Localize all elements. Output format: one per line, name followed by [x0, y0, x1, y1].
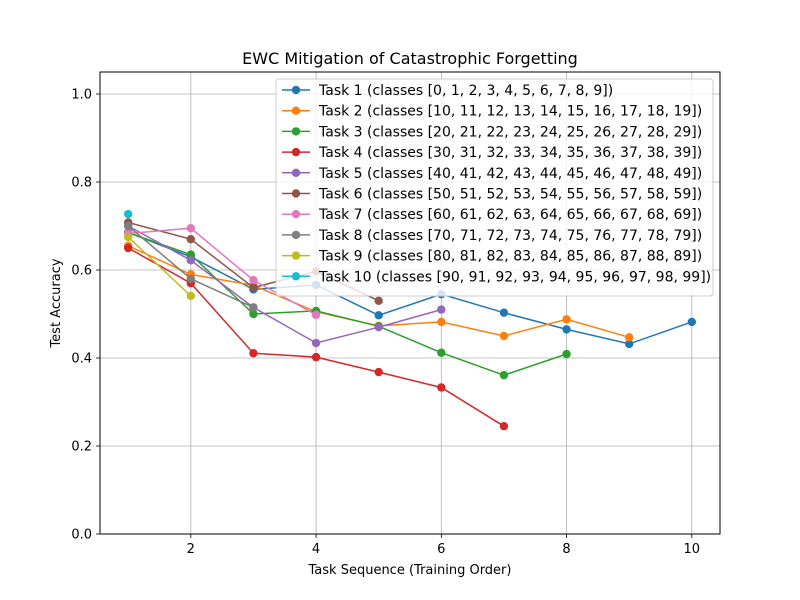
- data-point: [499, 370, 509, 380]
- data-point: [374, 323, 383, 332]
- data-point: [249, 303, 258, 312]
- series-8: [123, 221, 258, 312]
- legend-label: Task 1 (classes [0, 1, 2, 3, 4, 5, 6, 7,…: [318, 83, 613, 99]
- data-point: [123, 221, 133, 231]
- legend: Task 1 (classes [0, 1, 2, 3, 4, 5, 6, 7,…: [275, 78, 714, 297]
- data-point: [311, 310, 321, 320]
- y-axis-label: Test Accuracy: [49, 258, 64, 348]
- legend-marker: [291, 168, 301, 177]
- data-point: [249, 275, 258, 285]
- plot-frame: [99, 71, 721, 535]
- series-9: [123, 232, 196, 301]
- legend-marker: [291, 85, 301, 95]
- legend-item: Task 9 (classes [80, 81, 82, 83, 84, 85,…: [282, 249, 702, 265]
- data-point: [249, 283, 258, 292]
- data-point: [186, 256, 196, 265]
- y-tick-label: 0.6: [71, 264, 92, 279]
- data-point: [624, 333, 634, 342]
- data-point: [311, 352, 321, 362]
- series-10: [123, 209, 133, 219]
- legend-box: [275, 78, 714, 297]
- x-tick-label: 4: [312, 542, 320, 557]
- data-point: [186, 224, 196, 233]
- x-axis-label: Task Sequence (Training Order): [308, 563, 512, 578]
- legend-item: Task 6 (classes [50, 51, 52, 53, 54, 55,…: [282, 187, 702, 203]
- series-line: [128, 227, 317, 316]
- y-tick-label: 0.8: [71, 176, 92, 191]
- legend-label: Task 6 (classes [50, 51, 52, 53, 54, 55,…: [318, 187, 702, 203]
- data-point: [562, 315, 571, 324]
- legend-marker: [291, 210, 301, 219]
- x-tick-label: 2: [187, 542, 195, 557]
- data-point: [499, 422, 509, 431]
- data-point: [249, 309, 258, 319]
- legend-marker: [291, 189, 301, 198]
- legend-label: Task 10 (classes [90, 91, 92, 93, 94, 95…: [318, 269, 711, 285]
- data-point: [437, 317, 446, 327]
- legend-item: Task 8 (classes [70, 71, 72, 73, 74, 75,…: [282, 228, 702, 244]
- legend-item: Task 1 (classes [0, 1, 2, 3, 4, 5, 6, 7,…: [282, 83, 613, 99]
- data-point: [374, 311, 383, 320]
- legend-marker: [291, 251, 301, 260]
- data-point: [687, 317, 697, 327]
- legend-marker: [291, 106, 301, 115]
- legend-item: Task 7 (classes [60, 61, 62, 63, 64, 65,…: [282, 207, 702, 223]
- legend-item: Task 3 (classes [20, 21, 22, 23, 24, 25,…: [282, 124, 702, 140]
- legend-label: Task 5 (classes [40, 41, 42, 43, 44, 45,…: [318, 166, 702, 182]
- data-point: [499, 331, 509, 341]
- x-tick-label: 6: [437, 542, 445, 557]
- series-line: [127, 236, 192, 297]
- data-point: [123, 232, 133, 242]
- legend-marker: [291, 230, 301, 240]
- y-tick-label: 0.0: [71, 528, 92, 543]
- legend-item: Task 10 (classes [90, 91, 92, 93, 94, 95…: [282, 269, 711, 285]
- legend-marker: [291, 127, 301, 136]
- data-point: [374, 367, 383, 377]
- ticks: 2 4 6 8 10 0.0 0.2 0.4 0.6 0.8 1.0: [71, 88, 700, 558]
- legend-label: Task 3 (classes [20, 21, 22, 23, 24, 25,…: [318, 124, 702, 140]
- legend-item: Task 4 (classes [30, 31, 32, 33, 34, 35,…: [282, 145, 702, 161]
- data-point: [624, 339, 634, 349]
- series-layer: [123, 209, 697, 431]
- y-tick-label: 1.0: [71, 88, 92, 103]
- y-tick-label: 0.4: [71, 352, 92, 367]
- data-point: [437, 383, 446, 392]
- data-point: [186, 235, 196, 244]
- data-point: [186, 274, 196, 283]
- legend-marker: [291, 147, 301, 157]
- data-point: [311, 338, 321, 348]
- legend-marker: [291, 272, 301, 281]
- x-tick-label: 10: [684, 542, 701, 557]
- legend-label: Task 8 (classes [70, 71, 72, 73, 74, 75,…: [318, 228, 702, 244]
- y-tick-label: 0.2: [71, 440, 92, 455]
- legend-item: Task 5 (classes [40, 41, 42, 43, 44, 45,…: [282, 166, 702, 182]
- data-point: [123, 243, 133, 253]
- series-line: [127, 231, 567, 376]
- chart-title: EWC Mitigation of Catastrophic Forgettin…: [242, 49, 578, 68]
- legend-label: Task 7 (classes [60, 61, 62, 63, 64, 65,…: [318, 207, 702, 223]
- series-line: [127, 231, 693, 345]
- data-point: [437, 348, 446, 357]
- legend-item: Task 2 (classes [10, 11, 12, 13, 14, 15,…: [282, 104, 702, 120]
- data-point: [562, 349, 571, 359]
- data-point: [123, 209, 133, 219]
- legend-label: Task 4 (classes [30, 31, 32, 33, 34, 35,…: [318, 145, 702, 161]
- series-line: [127, 225, 442, 344]
- data-point: [499, 308, 509, 317]
- series-4: [123, 243, 509, 431]
- x-tick-label: 8: [562, 542, 570, 557]
- data-point: [437, 305, 446, 314]
- data-point: [186, 291, 196, 301]
- legend-label: Task 9 (classes [80, 81, 82, 83, 84, 85,…: [318, 249, 702, 265]
- data-point: [374, 296, 383, 305]
- data-point: [249, 348, 258, 358]
- legend-label: Task 2 (classes [10, 11, 12, 13, 14, 15,…: [318, 104, 702, 120]
- data-point: [562, 325, 571, 334]
